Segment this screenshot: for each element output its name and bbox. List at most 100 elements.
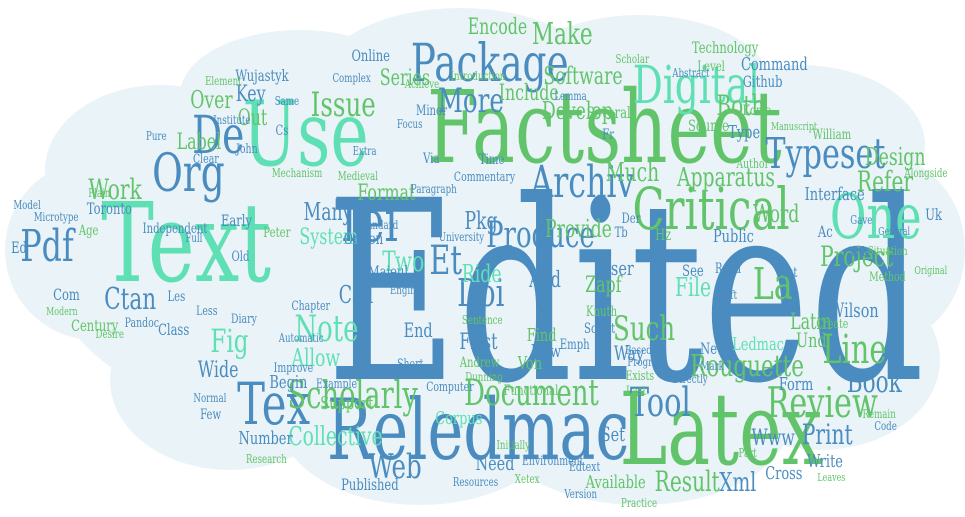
word-computer: Computer — [426, 380, 474, 395]
word-diary: Diary — [231, 312, 257, 327]
word-use: Use — [242, 82, 369, 187]
word-create: Create — [816, 317, 849, 332]
word-title: Title — [849, 245, 871, 260]
word-out: Out — [237, 106, 268, 131]
word-interface: Interface — [804, 184, 865, 205]
word-wilson: Wilson — [829, 298, 879, 322]
word-von: Von — [517, 353, 543, 374]
word-published: Published — [341, 475, 399, 494]
word-improve: Improve — [273, 361, 314, 376]
word-critical: Critical — [632, 175, 790, 243]
word-william: William — [812, 127, 852, 143]
word-user: User — [598, 256, 634, 280]
word-emph: Emph — [559, 337, 590, 353]
word-line: Line — [822, 327, 887, 373]
word-pandoc: Pandoc — [124, 316, 160, 331]
word-plain: Plain — [88, 186, 111, 200]
word-general: General — [878, 225, 911, 238]
word-tei: Tei — [335, 187, 398, 255]
word-technology: Technology — [691, 38, 759, 57]
word-sentence: Sentence — [461, 313, 503, 327]
word-set: Set — [600, 422, 625, 446]
word-www: Www — [751, 426, 795, 451]
word-tb: Tb — [614, 225, 628, 241]
word-wide: Wide — [197, 358, 239, 383]
word-first: First — [459, 330, 498, 355]
word-full: Full — [185, 231, 203, 245]
word-public: Public — [712, 226, 754, 247]
word-version: Version — [564, 487, 598, 501]
word-ed: Ed — [11, 238, 27, 257]
word-document: Document — [464, 373, 599, 414]
word-series: Series — [379, 66, 431, 91]
word-begin: Begin — [269, 372, 308, 393]
word-introduction: Introduction — [450, 69, 506, 83]
word-practice: Practice — [621, 496, 658, 510]
word-fig: Fig — [210, 322, 249, 360]
word-exists: Exists — [625, 369, 655, 384]
word-clear: Clear — [193, 152, 219, 167]
word-tool: Tool — [629, 380, 691, 426]
word-edtext: Edtext — [569, 460, 601, 475]
word-ride: Ride — [461, 260, 502, 288]
word-la: La — [752, 259, 793, 310]
word-university: University — [438, 230, 485, 244]
word-les: Les — [167, 289, 186, 305]
word-same: Same — [274, 94, 300, 108]
word-fr: Fr — [602, 127, 615, 143]
word-institute: Institute — [213, 113, 251, 127]
word-extra: Extra — [352, 144, 377, 158]
word-pkg: Pkg — [464, 207, 498, 235]
word-situation: Situation — [867, 244, 908, 258]
word-package: Package — [410, 34, 569, 94]
word-available: Available — [585, 472, 646, 493]
word-book: Book — [846, 365, 902, 400]
word-focus: Focus — [396, 117, 423, 131]
word-way: Way — [613, 341, 645, 365]
word-und: Und — [795, 328, 827, 352]
word-few: Few — [200, 407, 222, 423]
word-doi: Doi — [457, 271, 505, 315]
word-complex: Complex — [332, 71, 371, 85]
word-command: Command — [740, 54, 808, 75]
word-end: End — [403, 318, 433, 342]
word-medieval: Medieval — [337, 169, 378, 183]
word-resources: Resources — [452, 475, 499, 489]
word-john: John — [236, 142, 258, 157]
word-net: Net — [700, 339, 722, 358]
word-desire: Desire — [95, 327, 125, 341]
word-mark: Mark — [700, 359, 724, 373]
word-note: Note — [294, 309, 359, 350]
word-provide: Provide — [545, 215, 612, 243]
word-initially: Initially — [496, 438, 531, 452]
word-refer: Refer — [856, 165, 914, 198]
word-print: Print — [801, 418, 853, 451]
word-issue: Issue — [310, 85, 376, 125]
word-review: Review — [766, 378, 878, 427]
word-pure: Pure — [146, 129, 167, 143]
word-call: Call — [338, 281, 374, 309]
word-age: Age — [78, 223, 99, 239]
word-abstract: Abstract — [672, 66, 710, 80]
word-edited: Edited — [326, 147, 925, 438]
word-based: Based — [625, 343, 652, 357]
word-several: Several — [586, 103, 631, 122]
word-design: Design — [864, 143, 926, 171]
word-type: Type — [728, 122, 761, 143]
word-level: Level — [697, 59, 725, 75]
word-form: Form — [778, 374, 814, 395]
word-over: Over — [190, 86, 233, 114]
word-web: Web — [368, 447, 422, 487]
word-apparatus: Apparatus — [677, 163, 775, 193]
word-microtype: Microtype — [33, 210, 79, 224]
word-make: Make — [531, 17, 593, 52]
word-early: Early — [221, 211, 253, 230]
word-read: Read — [715, 261, 742, 277]
word-produce: Produce — [486, 215, 595, 256]
word-independent: Independent — [142, 221, 208, 237]
word-option: Option — [343, 229, 384, 248]
word-source: Source — [687, 116, 730, 135]
word-script: Script — [584, 321, 616, 337]
word-much: Much — [605, 158, 660, 188]
